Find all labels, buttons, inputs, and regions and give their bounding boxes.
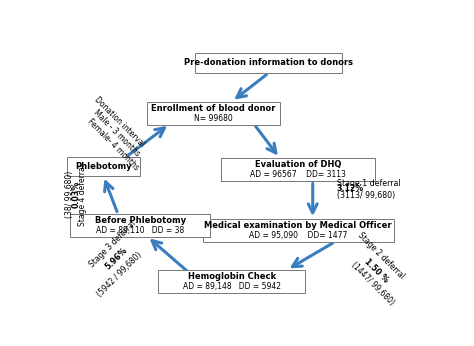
Text: Stage 1 deferral: Stage 1 deferral: [337, 179, 400, 188]
Text: Female- 4 months: Female- 4 months: [86, 117, 141, 172]
FancyBboxPatch shape: [202, 219, 393, 242]
Text: Stage 3 deferral: Stage 3 deferral: [87, 219, 137, 269]
Text: Evaluation of DHQ: Evaluation of DHQ: [255, 160, 341, 169]
FancyBboxPatch shape: [70, 214, 210, 237]
Text: 0.03%: 0.03%: [71, 181, 80, 208]
Text: 5.96%: 5.96%: [103, 246, 129, 272]
Text: Phlebotomy: Phlebotomy: [75, 162, 132, 171]
Text: AD = 89,110   DD = 38: AD = 89,110 DD = 38: [96, 226, 184, 235]
FancyBboxPatch shape: [147, 102, 280, 125]
Text: (38/ 99,680): (38/ 99,680): [65, 171, 74, 218]
Text: Donation interval: Donation interval: [93, 94, 147, 148]
Text: 1.50 %: 1.50 %: [363, 257, 390, 284]
Text: Hemoglobin Check: Hemoglobin Check: [188, 272, 276, 281]
Text: Pre-donation information to donors: Pre-donation information to donors: [184, 58, 353, 67]
Text: Male - 3 months: Male - 3 months: [92, 108, 142, 158]
Text: Stage 2 deferral: Stage 2 deferral: [356, 231, 406, 281]
Text: (1447/ 99,680): (1447/ 99,680): [349, 261, 396, 307]
Text: AD = 89,148   DD = 5942: AD = 89,148 DD = 5942: [183, 282, 281, 291]
Text: Before Phlebotomy: Before Phlebotomy: [94, 216, 186, 225]
Text: (3113/ 99,680): (3113/ 99,680): [337, 191, 395, 200]
FancyBboxPatch shape: [66, 157, 140, 176]
FancyBboxPatch shape: [158, 270, 305, 293]
Text: Medical examination by Medical Officer: Medical examination by Medical Officer: [204, 221, 392, 230]
FancyBboxPatch shape: [195, 53, 342, 73]
Text: Enrollment of blood donor: Enrollment of blood donor: [151, 104, 276, 113]
Text: 3.12%: 3.12%: [337, 184, 364, 193]
Text: N= 99680: N= 99680: [194, 114, 233, 123]
Text: AD = 96567    DD= 3113: AD = 96567 DD= 3113: [250, 170, 346, 179]
Text: Stage 4 deferral: Stage 4 deferral: [78, 164, 87, 226]
Text: (5942 / 99,680): (5942 / 99,680): [95, 250, 143, 298]
Text: AD = 95,090    DD= 1477: AD = 95,090 DD= 1477: [249, 231, 347, 240]
FancyBboxPatch shape: [221, 158, 375, 181]
